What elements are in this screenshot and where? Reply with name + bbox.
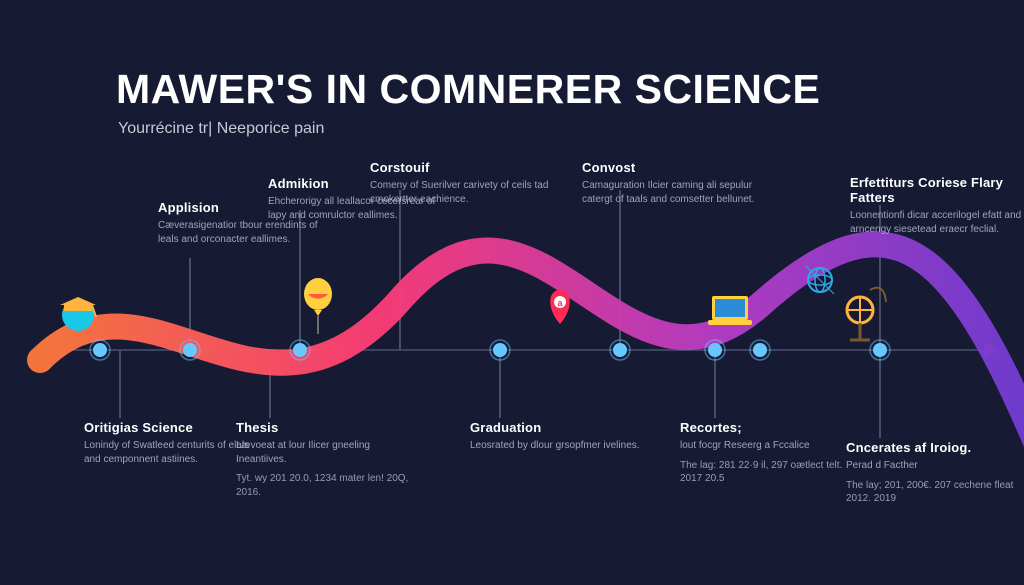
milestone-title: Recortes; [680, 420, 860, 435]
milestone-title: Erfettiturs Coriese Flary Fatters [850, 175, 1024, 205]
page-subtitle: Yourrécine tr| Neeporice pain [118, 120, 324, 138]
milestone-below: Cncerates af Iroiog. Perad d Facther The l… [846, 440, 1024, 506]
milestone-desc: lout focgr Reseerg a Fccalice [680, 439, 860, 453]
timeline-arrowhead [984, 343, 1000, 357]
milestone-above: Corstouif Comeny of Suerilver carivety of… [370, 160, 550, 206]
milestone-title: Cncerates af Iroiog. [846, 440, 1024, 455]
milestone-desc: Lævoeat at lour Ilicer gneeling Ineantii… [236, 439, 416, 466]
page-title: MAWER'S IN COMNERER SCIENCE [116, 66, 820, 113]
milestone-above: Convost Camaguration Ilcier caming ali se… [582, 160, 762, 206]
milestone-date: The lay; 201, 200€. 207 cechene fleat 20… [846, 479, 1024, 506]
laptop-icon [708, 296, 752, 325]
milestone-date: Tyt. wy 201 20.0, 1234 mater len! 20Q, 2… [236, 472, 416, 499]
milestone-date: The lag: 281 22·9 il, 297 oætlect telt. … [680, 459, 860, 486]
milestone-desc: Loonentionfi dicar accerilogel efatt and… [850, 209, 1024, 236]
milestone-desc: Leosrated by dlour grsopfmer ivelines. [470, 439, 650, 453]
milestone-desc: Cæverasigenatior tbour erendints of leal… [158, 219, 338, 246]
milestone-title: Convost [582, 160, 762, 175]
milestone-desc: Camaguration Ilcier caming ali sepulur c… [582, 179, 762, 206]
milestone-title: Thesis [236, 420, 416, 435]
timeline-nodes [90, 340, 890, 360]
milestone-below: Recortes; lout focgr Reseerg a Fccalice Th… [680, 420, 860, 486]
globe-icon [806, 266, 834, 294]
balloon-icon [304, 278, 332, 334]
svg-text:a: a [557, 298, 563, 308]
map-pin-icon: a [550, 290, 570, 324]
milestone-below: Thesis Lævoeat at lour Ilicer gneeling In… [236, 420, 416, 499]
milestone-desc: Comeny of Suerilver carivety of ceils ta… [370, 179, 550, 206]
grad-cap-icon [60, 297, 96, 331]
milestone-above: Erfettiturs Coriese Flary Fatters Loonent… [850, 175, 1024, 236]
milestone-title: Corstouif [370, 160, 550, 175]
timeline-icons: a [60, 266, 886, 340]
infographic-canvas: a MAWER'S IN COMNERER SCIENCE Yourrécine… [0, 0, 1024, 585]
milestone-desc: Perad d Facther [846, 459, 1024, 473]
compass-icon [847, 288, 886, 340]
milestone-title: Graduation [470, 420, 650, 435]
milestone-below: Graduation Leosrated by dlour grsopfmer i… [470, 420, 650, 453]
